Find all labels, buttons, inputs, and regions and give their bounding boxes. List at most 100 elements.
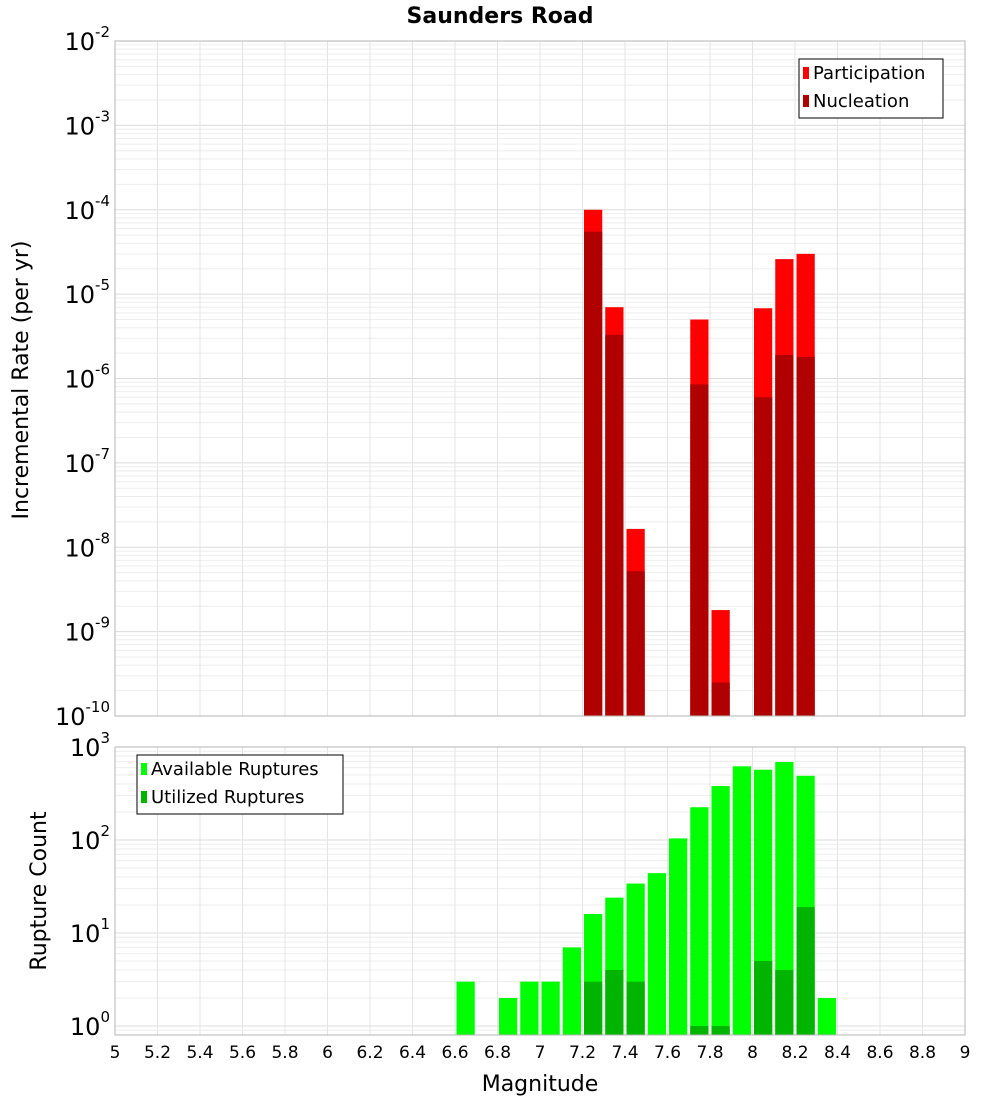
bar [690, 1025, 709, 1035]
bar [541, 981, 560, 1035]
grid [114, 40, 966, 717]
y-tick-base: 10 [70, 734, 101, 762]
bar [711, 682, 730, 716]
top-plot-rate: 10-1010-910-810-710-610-510-410-310-2Par… [55, 23, 966, 731]
x-tick-label: 5.6 [229, 1043, 256, 1063]
x-axis-label: Magnitude [482, 1072, 599, 1097]
series-nucleation [584, 231, 815, 716]
y-tick-exponent: 0 [100, 1008, 110, 1026]
y-tick-label: 10-3 [64, 107, 110, 140]
bar [584, 231, 603, 716]
y-tick-exponent: -5 [95, 276, 110, 294]
x-tick-label: 7.8 [696, 1043, 723, 1063]
x-tick-label: 5 [110, 1043, 121, 1063]
y-tick-exponent: 3 [100, 729, 110, 747]
x-tick-label: 8.2 [781, 1043, 808, 1063]
series-utilized-ruptures [584, 907, 815, 1035]
x-tick-label: 5.8 [271, 1043, 298, 1063]
y-tick-base: 10 [64, 366, 95, 394]
bar [690, 807, 709, 1035]
plot-frame [114, 40, 966, 717]
y-tick-base: 10 [64, 281, 95, 309]
bar [732, 766, 751, 1035]
bar [456, 981, 475, 1035]
bar [605, 969, 624, 1035]
y-tick-exponent: -10 [86, 698, 111, 716]
bar [690, 384, 709, 716]
x-tick-label: 6.2 [356, 1043, 383, 1063]
y-tick-base: 10 [64, 534, 95, 562]
bar [647, 873, 666, 1035]
x-tick-label: 7.2 [569, 1043, 596, 1063]
y-tick-label: 10-6 [64, 361, 110, 394]
bar [584, 981, 603, 1035]
legend-label: Participation [813, 63, 925, 84]
bar [775, 761, 794, 1035]
chart-title: Saunders Road [407, 4, 594, 29]
bar [626, 981, 645, 1035]
legend: Participation Nucleation [798, 58, 944, 119]
y-tick-base: 10 [70, 827, 101, 855]
bar [754, 960, 773, 1035]
bar [796, 356, 815, 716]
y-tick-label: 103 [70, 729, 110, 762]
x-tick-label: 8 [747, 1043, 758, 1063]
x-tick-label: 6.6 [441, 1043, 468, 1063]
y-tick-exponent: -9 [95, 614, 110, 632]
bar [796, 907, 815, 1035]
legend-swatch [141, 763, 147, 775]
y-tick-exponent: -2 [95, 23, 110, 41]
x-tick-label: 5.2 [144, 1043, 171, 1063]
legend-label: Nucleation [813, 91, 909, 112]
y-tick-base: 10 [70, 1013, 101, 1041]
x-tick-label: 6.4 [399, 1043, 426, 1063]
x-tick-label: 7 [535, 1043, 546, 1063]
bar [711, 1025, 730, 1035]
y-tick-label: 102 [70, 822, 110, 855]
plot-frame [114, 746, 966, 1036]
legend-swatch [803, 95, 809, 107]
y-tick-base: 10 [64, 197, 95, 225]
y-tick-label: 100 [70, 1008, 110, 1041]
y-tick-label: 10-7 [64, 445, 110, 478]
x-tick-label: 6 [322, 1043, 333, 1063]
bar [775, 354, 794, 716]
legend-label: Utilized Ruptures [151, 787, 304, 808]
legend-swatch [141, 791, 147, 803]
legend-box [136, 754, 344, 815]
y-tick-exponent: -4 [95, 192, 110, 210]
bottom-y-axis-label: Rupture Count [27, 811, 52, 971]
y-tick-exponent: -3 [95, 107, 110, 125]
bar [499, 997, 518, 1035]
legend-box [798, 58, 944, 119]
x-tick-label: 6.8 [484, 1043, 511, 1063]
y-tick-label: 10-4 [64, 192, 110, 225]
y-tick-base: 10 [70, 920, 101, 948]
bar [562, 947, 581, 1035]
y-tick-exponent: -7 [95, 445, 110, 463]
y-tick-exponent: 1 [100, 915, 110, 933]
series-available-ruptures [456, 761, 836, 1035]
y-tick-label: 10-10 [55, 698, 110, 731]
y-tick-base: 10 [55, 703, 86, 731]
legend-swatch [803, 67, 809, 79]
y-tick-exponent: 2 [100, 822, 110, 840]
y-tick-base: 10 [64, 28, 95, 56]
y-tick-label: 10-9 [64, 614, 110, 647]
x-tick-label: 9 [960, 1043, 971, 1063]
bar [626, 571, 645, 716]
bar [605, 334, 624, 716]
x-tick-label: 7.6 [654, 1043, 681, 1063]
y-tick-label: 10-8 [64, 529, 110, 562]
y-tick-label: 101 [70, 915, 110, 948]
x-tick-label: 5.4 [186, 1043, 213, 1063]
bar [669, 838, 688, 1035]
x-tick-label: 8.4 [824, 1043, 851, 1063]
legend-label: Available Ruptures [151, 759, 319, 780]
legend: Available Ruptures Utilized Ruptures [136, 754, 344, 815]
bar [520, 981, 539, 1035]
bar [754, 397, 773, 716]
x-tick-label: 7.4 [611, 1043, 638, 1063]
